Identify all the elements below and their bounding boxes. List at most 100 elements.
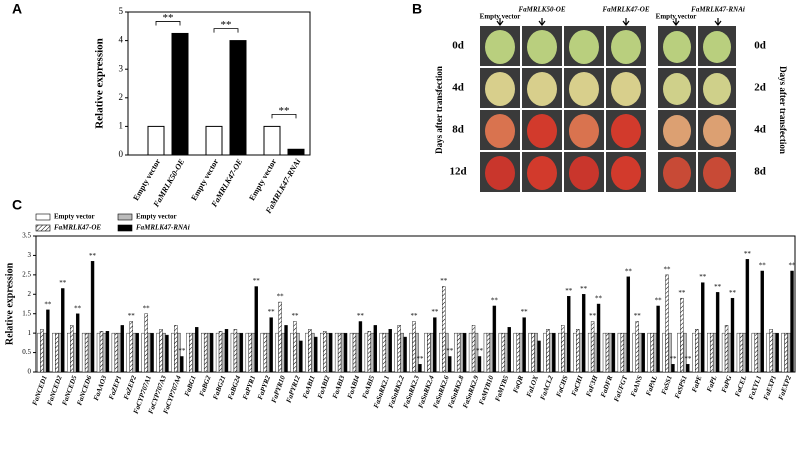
bar [653,332,657,373]
bar [299,340,303,373]
bar [81,332,86,373]
bar [721,332,726,373]
significance: ** [684,355,692,363]
column-header: FaMRLK47-OE [602,6,649,14]
bar [328,332,333,373]
bar [326,332,330,373]
bar [787,332,791,373]
x-tick-label: FaCHS [555,374,570,398]
bar [308,329,312,373]
bar [754,332,758,373]
bar [730,297,735,373]
significance: ** [357,312,365,320]
bar [543,332,547,373]
bar [742,332,747,373]
bar [311,332,315,373]
legend-swatch [117,213,133,221]
bar [483,332,488,373]
bar [489,332,494,373]
bar [165,334,169,373]
bar [236,332,241,373]
x-tick-label: FaMYB5 [493,374,510,402]
strawberry [569,114,599,148]
bar [114,332,119,373]
x-tick-label: FaPE [690,374,703,393]
bar [409,332,413,373]
bar [579,332,583,373]
significance: ** [729,289,737,297]
significance: ** [744,250,752,258]
bar [75,313,80,373]
bar [695,329,699,373]
significance: ** [268,308,276,316]
x-tick-label: FaMYB10 [477,374,495,406]
x-tick-label: FaZEP1 [107,374,123,400]
bar [739,332,744,373]
bar [430,332,434,373]
bar [492,305,497,373]
bar [412,321,416,373]
y-tick-label: 0.5 [22,348,31,356]
bar [439,332,443,373]
bar [727,332,732,373]
x-tick-label: FaPYR12 [285,374,302,404]
strawberry [569,156,599,190]
strawberry [703,31,731,63]
column-header: Empty vector [480,13,521,21]
bar [522,317,526,373]
x-tick-label: FaPYR1 [241,374,257,400]
x-tick-label: FaF3H [585,374,600,398]
bar [507,327,511,373]
bar [117,332,122,373]
bar [474,332,479,373]
bar [278,301,282,373]
bar [427,332,431,373]
bar [382,332,386,373]
bar [766,332,770,373]
bar [248,332,252,373]
bar [337,332,342,373]
significance: ** [491,297,499,305]
bar [581,294,586,373]
bar [296,332,300,373]
significance: ** [714,283,722,291]
bar [150,332,154,373]
x-tick-label: FaPL [705,374,718,392]
significance: ** [521,308,529,316]
bar [769,329,773,373]
significance: ** [678,289,686,297]
bar [668,332,672,373]
bar [736,332,741,373]
bar [712,332,717,373]
bar [230,332,235,373]
x-tick-label: FaBG1 [183,374,198,397]
strawberry [663,73,691,105]
significance: ** [291,312,299,320]
bar [40,329,44,373]
strawberry [527,72,557,106]
bar [433,317,437,373]
bar [498,332,503,373]
bar [111,332,116,373]
bar [186,332,190,373]
bar [400,332,404,373]
column-header: FaMRLK47-RNAi [691,6,745,14]
bar [626,276,631,373]
day-label: 4d [754,124,766,136]
bar [587,332,592,373]
y-axis-title: Relative expression [4,262,15,345]
legend-label: FaMRLK47-OE [54,224,101,232]
significance: ** [476,347,484,355]
significance: ** [279,105,290,117]
x-tick-label: FaEXP1 [762,374,778,401]
significance: ** [74,304,82,312]
bar [772,332,776,373]
significance: ** [163,12,174,24]
legend-swatch [35,224,51,232]
bar [102,332,107,373]
bar [486,332,491,373]
bar [254,286,258,373]
strawberry [527,156,557,190]
significance: ** [178,347,186,355]
bar [239,332,244,373]
